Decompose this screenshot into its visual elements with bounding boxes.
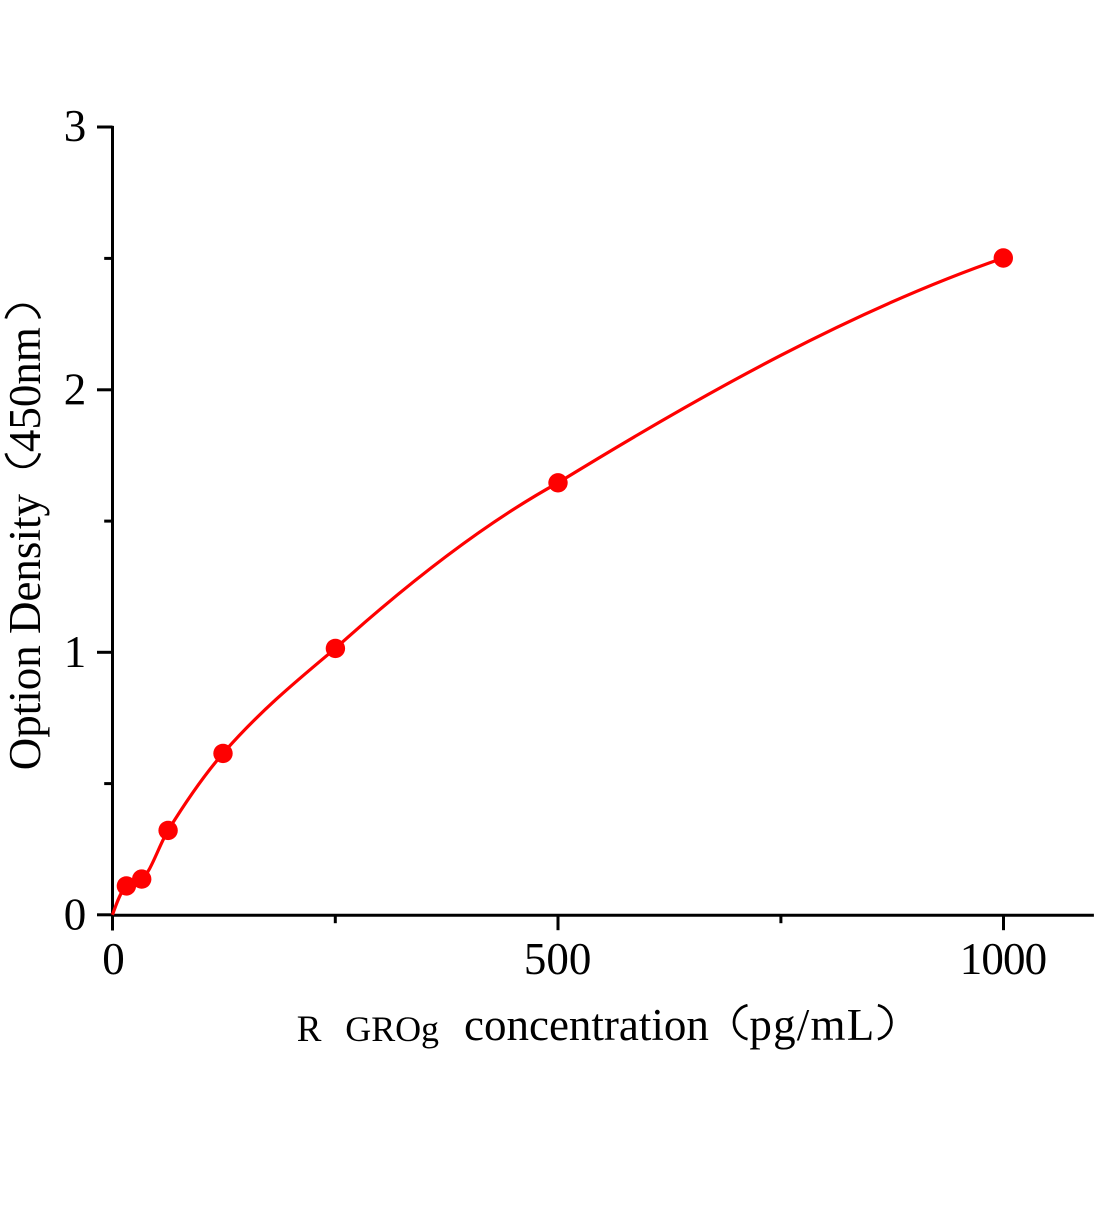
svg-text:3: 3: [64, 101, 87, 151]
svg-text:1000: 1000: [960, 934, 1046, 984]
svg-text:concentration: concentration: [464, 1000, 709, 1050]
svg-text:1: 1: [64, 627, 87, 677]
svg-text:GROg: GROg: [345, 1009, 439, 1049]
svg-text:500: 500: [524, 934, 592, 984]
svg-text:0: 0: [64, 889, 87, 939]
svg-text:0: 0: [102, 934, 125, 984]
svg-text:R: R: [297, 1009, 322, 1050]
svg-text:pg/mL: pg/mL: [749, 1000, 875, 1050]
svg-text:Option Density: Option Density: [0, 494, 50, 771]
svg-text:2: 2: [64, 365, 87, 415]
svg-text:450nm: 450nm: [0, 327, 50, 452]
